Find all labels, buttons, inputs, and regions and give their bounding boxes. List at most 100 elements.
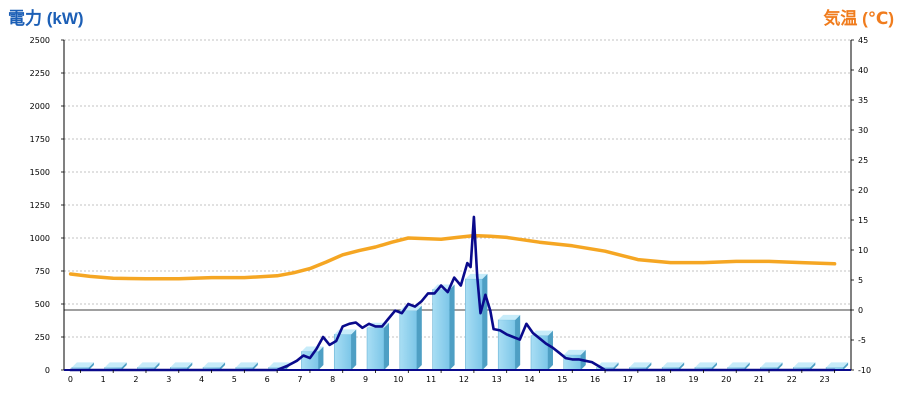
left-tick-label: 750 xyxy=(35,267,50,276)
x-tick-label: 21 xyxy=(754,375,764,384)
power-bar-front xyxy=(497,319,516,371)
x-tick-label: 9 xyxy=(363,375,368,384)
left-tick-label: 2000 xyxy=(30,102,50,111)
power-bar xyxy=(301,346,324,371)
temperature-line xyxy=(68,233,837,281)
power-bar-side xyxy=(88,362,94,370)
power-bar xyxy=(465,273,488,371)
power-bar-top xyxy=(662,362,685,368)
right-axis-title: 気温 (℃) xyxy=(823,9,894,28)
x-tick-label: 4 xyxy=(199,375,204,384)
x-tick-label: 7 xyxy=(297,375,302,384)
x-tick-label: 23 xyxy=(820,375,830,384)
x-tick-label: 5 xyxy=(232,375,237,384)
power-bar-side xyxy=(252,362,258,370)
x-tick-label: 3 xyxy=(166,375,171,384)
x-tick-label: 19 xyxy=(688,375,698,384)
right-tick-label: 0 xyxy=(858,306,863,315)
x-tick-label: 12 xyxy=(459,375,469,384)
power-bar xyxy=(530,330,553,371)
power-bar-side xyxy=(711,362,717,370)
left-axis-title: 電力 (kW) xyxy=(8,9,84,28)
power-bar-top xyxy=(793,362,816,368)
left-tick-label: 0 xyxy=(45,366,50,375)
x-tick-label: 17 xyxy=(623,375,633,384)
power-bar xyxy=(694,362,717,371)
power-bar-top xyxy=(727,362,750,368)
power-bar-side xyxy=(810,362,816,370)
power-bar-side xyxy=(843,362,849,370)
power-bar xyxy=(366,322,390,371)
power-bar-side xyxy=(777,362,783,370)
left-tick-label: 1000 xyxy=(30,234,50,243)
power-bar xyxy=(71,362,94,371)
power-bar-side xyxy=(613,362,619,370)
left-tick-label: 1500 xyxy=(30,168,50,177)
x-tick-label: 0 xyxy=(68,375,73,384)
power-bar xyxy=(825,362,849,371)
power-line xyxy=(69,215,836,372)
power-bar-side xyxy=(515,314,521,370)
power-bar-top xyxy=(596,362,619,368)
power-bar-top xyxy=(235,362,258,368)
power-bar-side xyxy=(384,322,390,370)
power-bar-side xyxy=(744,362,750,370)
left-tick-label: 2250 xyxy=(30,69,50,78)
power-bar-side xyxy=(351,329,357,370)
power-bar-top xyxy=(203,362,226,368)
power-bar-side xyxy=(121,362,127,370)
power-bar xyxy=(629,362,652,371)
axes: 02505007501000125015001750200022502500-1… xyxy=(30,36,871,384)
power-bar xyxy=(793,362,816,371)
right-tick-label: 35 xyxy=(858,96,868,105)
x-tick-label: 8 xyxy=(330,375,335,384)
right-tick-label: 15 xyxy=(858,216,868,225)
x-tick-label: 6 xyxy=(265,375,270,384)
left-tick-label: 1750 xyxy=(30,135,50,144)
left-tick-label: 2500 xyxy=(30,36,50,45)
power-bar-top xyxy=(760,362,783,368)
x-tick-label: 11 xyxy=(426,375,436,384)
x-tick-label: 15 xyxy=(557,375,567,384)
grid-lines xyxy=(64,39,851,338)
power-bar-side xyxy=(547,330,553,370)
right-tick-label: 25 xyxy=(858,156,868,165)
left-tick-label: 250 xyxy=(35,333,50,342)
power-bars xyxy=(71,273,849,371)
right-tick-label: 20 xyxy=(858,186,868,195)
power-bar-front xyxy=(301,351,319,371)
power-bar xyxy=(661,362,685,371)
x-tick-label: 20 xyxy=(721,375,731,384)
left-tick-label: 500 xyxy=(35,300,50,309)
power-bar-front xyxy=(366,327,385,371)
power-bar-side xyxy=(318,346,324,370)
power-bar xyxy=(760,362,783,371)
power-bar xyxy=(497,314,521,371)
x-tick-label: 13 xyxy=(492,375,502,384)
power-bar-top xyxy=(694,362,717,368)
power-bar-front xyxy=(399,310,418,371)
power-bar-top xyxy=(170,362,193,368)
power-bar xyxy=(432,284,455,371)
power-bar-side xyxy=(449,284,455,370)
right-tick-label: 5 xyxy=(858,276,863,285)
x-tick-label: 2 xyxy=(133,375,138,384)
power-bar xyxy=(399,305,422,371)
power-bar-front xyxy=(530,335,549,371)
power-bar-top xyxy=(137,362,160,368)
power-bar-side xyxy=(416,305,422,370)
x-tick-label: 10 xyxy=(393,375,403,384)
x-tick-label: 22 xyxy=(787,375,797,384)
power-bar xyxy=(333,329,357,371)
power-bar xyxy=(137,362,160,371)
power-bar-top xyxy=(629,362,652,368)
power-bar-side xyxy=(187,362,193,370)
power-bar xyxy=(170,362,193,371)
right-tick-label: 45 xyxy=(858,36,868,45)
right-tick-label: 40 xyxy=(858,66,868,75)
power-bar xyxy=(202,362,226,371)
x-tick-label: 1 xyxy=(101,375,106,384)
power-bar-side xyxy=(220,362,226,370)
power-bar-side xyxy=(646,362,652,370)
